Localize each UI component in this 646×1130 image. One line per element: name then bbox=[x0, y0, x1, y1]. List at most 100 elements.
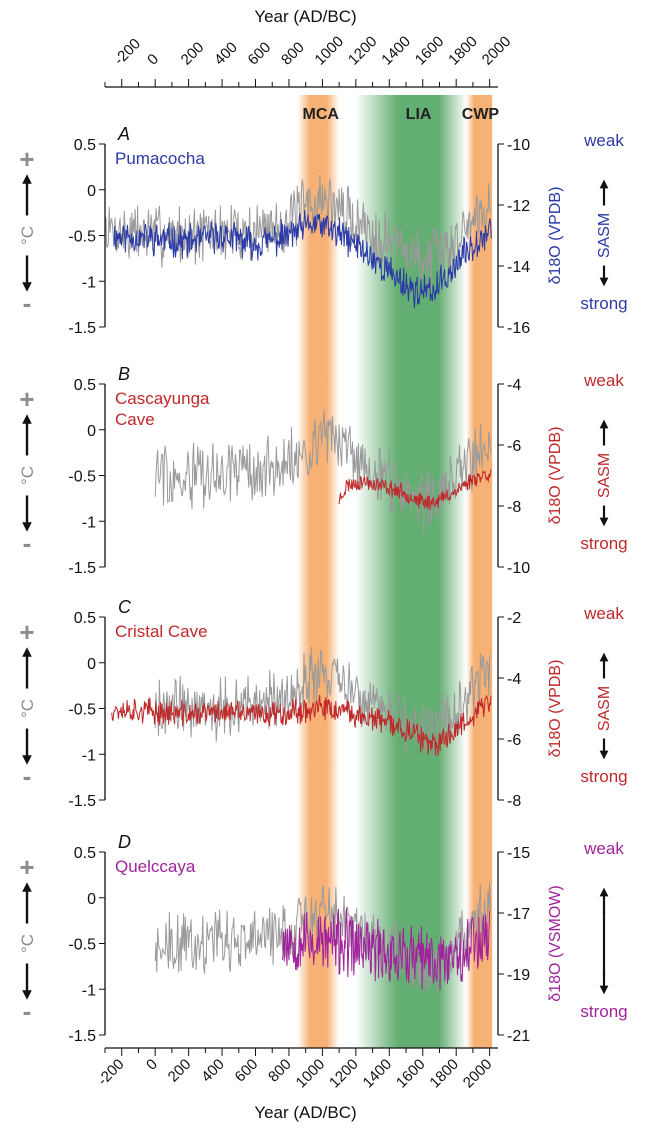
left-tick-label: -1 bbox=[82, 514, 96, 531]
top-tick-label: 2000 bbox=[479, 33, 515, 69]
right-tick-label: -10 bbox=[507, 560, 530, 577]
temperature-series-line bbox=[154, 409, 491, 535]
temp-unit-label: °C bbox=[18, 226, 37, 245]
left-tick-label: 0.5 bbox=[74, 610, 96, 627]
temp-unit-label: °C bbox=[18, 466, 37, 485]
data-series bbox=[104, 174, 492, 994]
bottom-tick-label: -200 bbox=[94, 1056, 127, 1089]
bottom-tick-label: 800 bbox=[265, 1056, 295, 1086]
left-tick-label: 0 bbox=[87, 423, 96, 440]
bottom-tick-label: 0 bbox=[143, 1056, 161, 1074]
band-mca bbox=[297, 95, 340, 1048]
top-tick-label: 200 bbox=[178, 39, 208, 69]
top-tick-label: 0 bbox=[144, 51, 162, 69]
panel-letter: B bbox=[118, 364, 130, 384]
record-name: Quelccaya bbox=[115, 857, 196, 876]
left-tick-label: -1 bbox=[82, 274, 96, 291]
band-cwp bbox=[466, 95, 493, 1048]
panel-c bbox=[22, 616, 609, 801]
bottom-tick-label: 1600 bbox=[393, 1056, 429, 1092]
right-tick-label: -19 bbox=[507, 967, 530, 984]
scale-sasm-label: SASM bbox=[596, 453, 613, 498]
bottom-tick-label: 1000 bbox=[293, 1056, 329, 1092]
panel-b bbox=[22, 383, 609, 568]
left-tick-label: -1 bbox=[82, 982, 96, 999]
scale-sasm-label: SASM bbox=[596, 213, 613, 258]
temp-minus-label: - bbox=[23, 996, 32, 1026]
left-tick-label: -1.5 bbox=[68, 560, 96, 577]
top-tick-label: 600 bbox=[245, 39, 275, 69]
left-tick-label: -1.5 bbox=[68, 793, 96, 810]
record-name: Cave bbox=[115, 410, 155, 429]
right-tick-label: -6 bbox=[507, 438, 521, 455]
temp-plus-label: + bbox=[19, 144, 34, 174]
top-tick-label: 800 bbox=[278, 39, 308, 69]
temp-unit-label: °C bbox=[18, 934, 37, 953]
top-tick-label: 1600 bbox=[412, 33, 448, 69]
panel-d bbox=[22, 851, 609, 1036]
panel-a bbox=[22, 143, 609, 328]
right-tick-label: -6 bbox=[507, 732, 521, 749]
left-tick-label: -1 bbox=[82, 747, 96, 764]
left-tick-label: 0 bbox=[87, 183, 96, 200]
temp-unit-label: °C bbox=[18, 699, 37, 718]
right-tick-label: -2 bbox=[507, 610, 521, 627]
scale-weak-label: weak bbox=[583, 371, 624, 390]
band-label-cwp: CWP bbox=[462, 106, 500, 123]
scale-weak-label: weak bbox=[583, 131, 624, 150]
panel-letter: D bbox=[118, 832, 131, 852]
scale-weak-label: weak bbox=[583, 839, 624, 858]
left-tick-label: 0 bbox=[87, 891, 96, 908]
record-name: Cascayunga bbox=[115, 389, 210, 408]
right-axis-label: δ18O (VPDB) bbox=[547, 660, 564, 758]
temp-plus-label: + bbox=[19, 852, 34, 882]
scale-strong-label: strong bbox=[580, 767, 627, 786]
left-tick-label: 0 bbox=[87, 656, 96, 673]
temp-minus-label: - bbox=[23, 288, 32, 318]
top-axis-title: Year (AD/BC) bbox=[254, 7, 356, 26]
top-tick-label: 1800 bbox=[445, 33, 481, 69]
bottom-tick-label: 600 bbox=[232, 1056, 262, 1086]
left-tick-label: 0.5 bbox=[74, 845, 96, 862]
bottom-tick-label: 1200 bbox=[326, 1056, 362, 1092]
right-tick-label: -16 bbox=[507, 320, 530, 337]
bottom-tick-label: 2000 bbox=[460, 1056, 496, 1092]
left-tick-label: -1.5 bbox=[68, 1028, 96, 1045]
scale-sasm-label: SASM bbox=[596, 686, 613, 731]
right-tick-label: -17 bbox=[507, 906, 530, 923]
top-tick-label: 1400 bbox=[378, 33, 414, 69]
panel-letter: C bbox=[118, 597, 132, 617]
temp-minus-label: - bbox=[23, 761, 32, 791]
bottom-tick-label: 400 bbox=[198, 1056, 228, 1086]
top-tick-label: 1000 bbox=[311, 33, 347, 69]
panel-letter: A bbox=[117, 124, 130, 144]
left-tick-label: -0.5 bbox=[68, 469, 96, 486]
record-name: Cristal Cave bbox=[115, 622, 208, 641]
right-tick-label: -4 bbox=[507, 671, 521, 688]
temp-minus-label: - bbox=[23, 528, 32, 558]
scale-strong-label: strong bbox=[580, 1002, 627, 1021]
band-label-lia: LIA bbox=[406, 106, 432, 123]
right-axis-label: δ18O (VPDB) bbox=[547, 427, 564, 525]
scale-weak-label: weak bbox=[583, 604, 624, 623]
bottom-tick-label: 1400 bbox=[360, 1056, 396, 1092]
right-tick-label: -8 bbox=[507, 499, 521, 516]
temp-plus-label: + bbox=[19, 384, 34, 414]
left-tick-label: -1.5 bbox=[68, 320, 96, 337]
right-tick-label: -4 bbox=[507, 377, 521, 394]
record-series-line bbox=[338, 469, 492, 510]
left-tick-label: -0.5 bbox=[68, 229, 96, 246]
record-series-line bbox=[281, 908, 491, 991]
right-axis-label: δ18O (VPDB) bbox=[547, 187, 564, 285]
right-tick-label: -14 bbox=[507, 259, 530, 276]
top-tick-label: 1200 bbox=[345, 33, 381, 69]
bottom-tick-label: 200 bbox=[165, 1056, 195, 1086]
left-tick-label: 0.5 bbox=[74, 377, 96, 394]
temperature-series-line bbox=[104, 174, 491, 293]
right-tick-label: -8 bbox=[507, 793, 521, 810]
band-label-mca: MCA bbox=[303, 106, 340, 123]
bottom-tick-label: 1800 bbox=[426, 1056, 462, 1092]
top-tick-label: 400 bbox=[211, 39, 241, 69]
scale-strong-label: strong bbox=[580, 294, 627, 313]
